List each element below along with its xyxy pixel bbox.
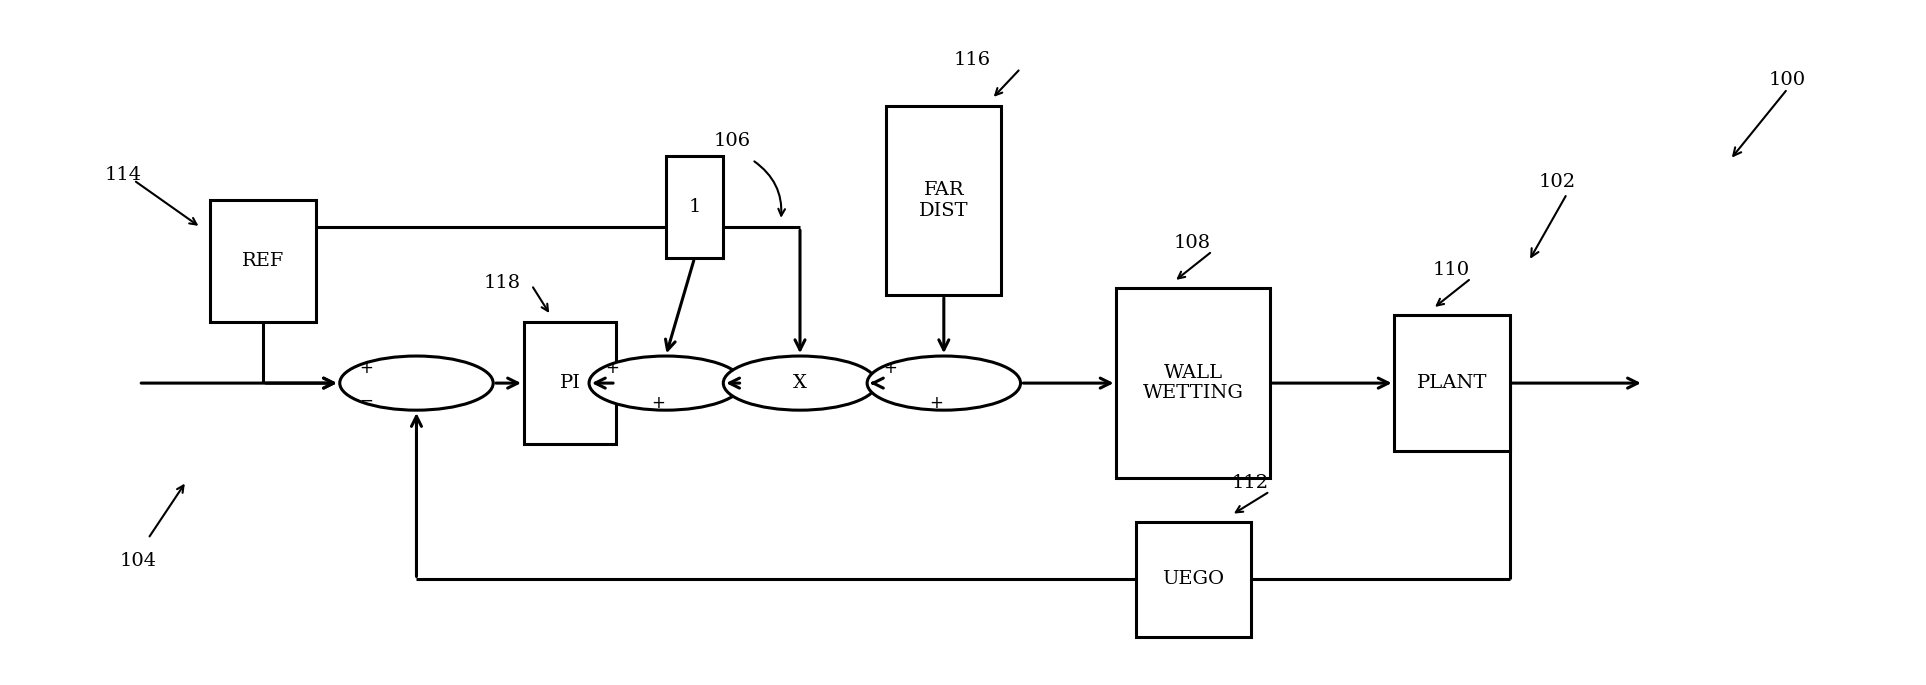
Text: 114: 114: [104, 166, 143, 184]
Text: REF: REF: [243, 252, 285, 271]
FancyBboxPatch shape: [1136, 522, 1250, 637]
Text: 108: 108: [1175, 234, 1211, 252]
Text: PI: PI: [559, 374, 580, 392]
Circle shape: [867, 356, 1021, 410]
Circle shape: [339, 356, 493, 410]
Text: +: +: [928, 395, 944, 412]
Text: 104: 104: [119, 552, 156, 570]
Text: +: +: [651, 395, 664, 412]
Text: 100: 100: [1768, 71, 1805, 89]
Text: +: +: [360, 359, 374, 377]
FancyBboxPatch shape: [886, 105, 1002, 295]
FancyBboxPatch shape: [1117, 288, 1269, 478]
Text: +: +: [884, 359, 898, 377]
Text: 112: 112: [1231, 474, 1269, 492]
Text: 118: 118: [483, 275, 520, 292]
Text: UEGO: UEGO: [1161, 571, 1225, 588]
Text: −: −: [360, 392, 374, 410]
Text: 116: 116: [953, 51, 990, 69]
Text: 102: 102: [1539, 173, 1575, 191]
FancyBboxPatch shape: [1394, 315, 1510, 451]
Text: FAR
DIST: FAR DIST: [919, 181, 969, 220]
Text: WALL
WETTING: WALL WETTING: [1142, 364, 1244, 403]
FancyBboxPatch shape: [524, 322, 616, 444]
Text: X: X: [794, 374, 807, 392]
Text: 110: 110: [1433, 261, 1470, 279]
Text: 106: 106: [715, 132, 751, 150]
FancyBboxPatch shape: [210, 201, 316, 322]
Circle shape: [589, 356, 742, 410]
FancyBboxPatch shape: [666, 156, 724, 258]
Text: 1: 1: [688, 198, 701, 216]
Text: +: +: [605, 359, 618, 377]
Text: PLANT: PLANT: [1418, 374, 1487, 392]
Circle shape: [724, 356, 876, 410]
